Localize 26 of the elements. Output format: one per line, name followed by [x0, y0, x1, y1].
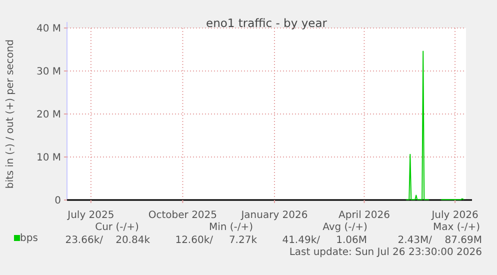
x-tick-label: July 2026	[430, 210, 478, 221]
x-tick-label: October 2025	[148, 210, 218, 221]
x-tick-label: January 2026	[240, 210, 308, 221]
text: 1.06M	[336, 235, 367, 246]
text: 7.27k	[228, 235, 258, 246]
text: Last update: Sun Jul 26 23:30:00 2026	[289, 247, 482, 258]
text: Max (-/+)	[432, 222, 480, 233]
text: 20.84k	[116, 235, 150, 246]
x-tick-label: April 2026	[338, 210, 390, 221]
y-tick-label: 30 M	[36, 66, 61, 78]
x-tick-label: July 2025	[66, 210, 114, 221]
text: 2.43M/	[398, 235, 433, 246]
text: 41.49k/	[282, 235, 321, 246]
y-tick-label: 20 M	[36, 110, 61, 120]
legend-label: bps	[20, 233, 38, 244]
chart-title: eno1 traffic - by year	[206, 16, 328, 30]
y-tick-label: 0	[54, 196, 61, 206]
y-tick-label: 40 M	[36, 24, 61, 34]
text: 23.66k/	[65, 235, 104, 246]
text: 87.69M	[444, 235, 482, 246]
y-axis-title: bits in (-) / out (+) per second	[5, 39, 16, 189]
text: 12.60k/	[175, 235, 214, 246]
text: Avg (-/+)	[322, 222, 368, 233]
y-tick-label: 10 M	[36, 152, 61, 164]
text: Cur (-/+)	[95, 222, 139, 233]
text: Min (-/+)	[208, 222, 254, 233]
